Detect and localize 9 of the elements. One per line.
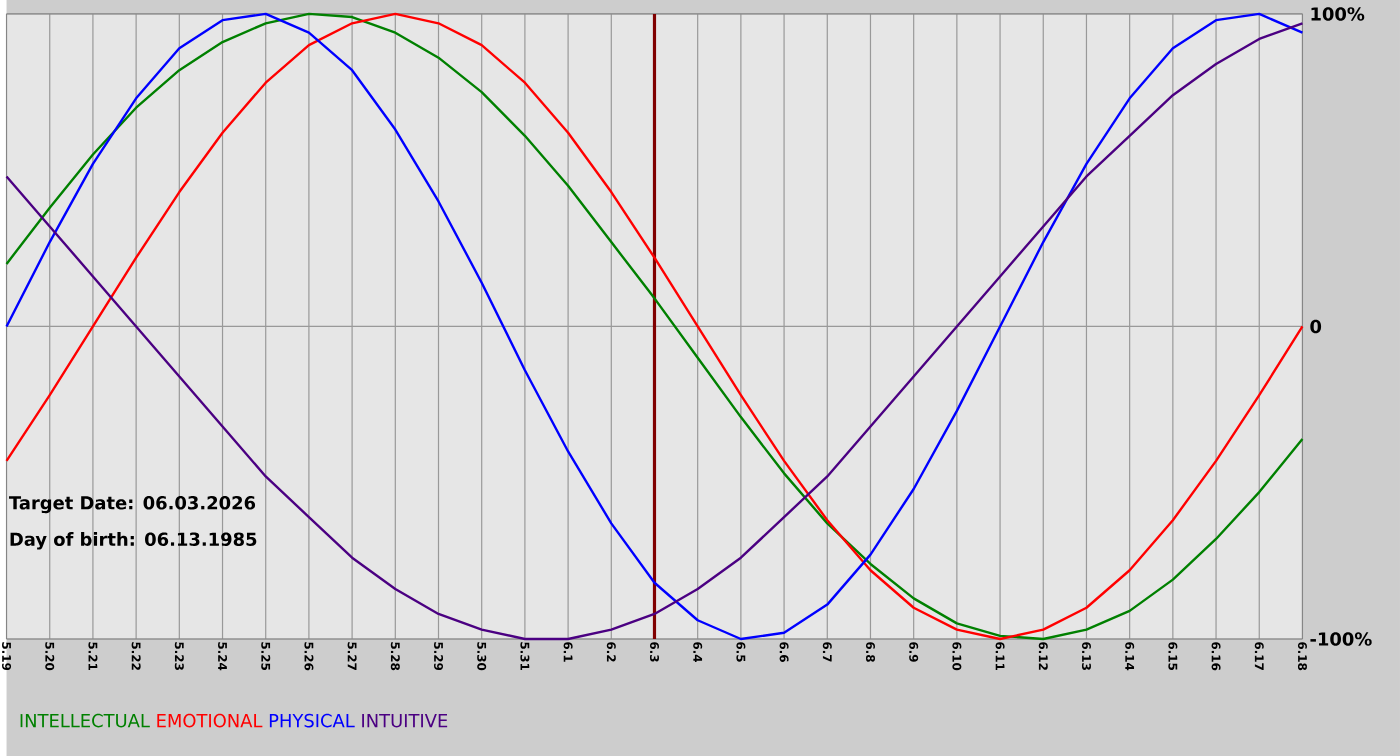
y-tick-label: 100% bbox=[1311, 6, 1365, 21]
y-tick-label: -100% bbox=[1310, 631, 1372, 646]
text: EMOTIONAL bbox=[157, 713, 263, 728]
annotation: Target Date: 06.03.2026 bbox=[9, 495, 256, 513]
text: INTELLECTUAL bbox=[20, 713, 150, 728]
text: PHYSICAL bbox=[269, 713, 355, 728]
text: INTUITIVE bbox=[362, 713, 448, 728]
annotation: Day of birth: 06.13.1985 bbox=[10, 531, 257, 550]
y-tick-label: 0 bbox=[1310, 319, 1322, 334]
